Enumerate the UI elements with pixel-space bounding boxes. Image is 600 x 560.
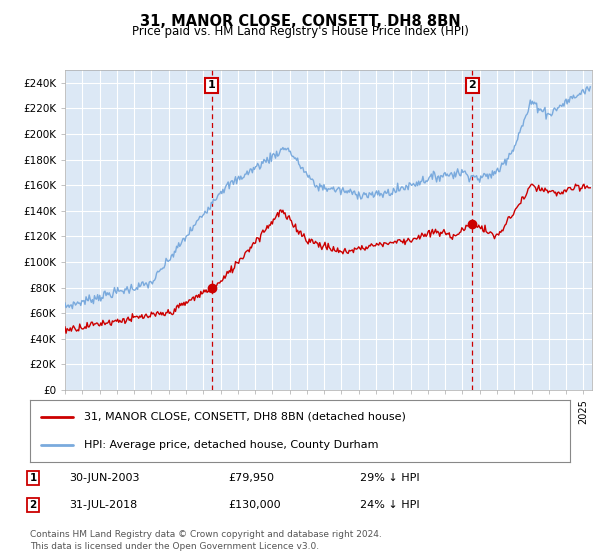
Text: 1: 1	[29, 473, 37, 483]
Text: 2: 2	[29, 500, 37, 510]
Text: 1: 1	[208, 81, 215, 90]
Text: 29% ↓ HPI: 29% ↓ HPI	[360, 473, 419, 483]
Text: This data is licensed under the Open Government Licence v3.0.: This data is licensed under the Open Gov…	[30, 542, 319, 551]
Text: Contains HM Land Registry data © Crown copyright and database right 2024.: Contains HM Land Registry data © Crown c…	[30, 530, 382, 539]
Text: Price paid vs. HM Land Registry's House Price Index (HPI): Price paid vs. HM Land Registry's House …	[131, 25, 469, 38]
Text: 31, MANOR CLOSE, CONSETT, DH8 8BN (detached house): 31, MANOR CLOSE, CONSETT, DH8 8BN (detac…	[84, 412, 406, 422]
Text: 2: 2	[469, 81, 476, 90]
Text: HPI: Average price, detached house, County Durham: HPI: Average price, detached house, Coun…	[84, 440, 379, 450]
Text: £79,950: £79,950	[228, 473, 274, 483]
Text: 24% ↓ HPI: 24% ↓ HPI	[360, 500, 419, 510]
Text: 30-JUN-2003: 30-JUN-2003	[69, 473, 139, 483]
Text: 31-JUL-2018: 31-JUL-2018	[69, 500, 137, 510]
Text: £130,000: £130,000	[228, 500, 281, 510]
Text: 31, MANOR CLOSE, CONSETT, DH8 8BN: 31, MANOR CLOSE, CONSETT, DH8 8BN	[140, 14, 460, 29]
